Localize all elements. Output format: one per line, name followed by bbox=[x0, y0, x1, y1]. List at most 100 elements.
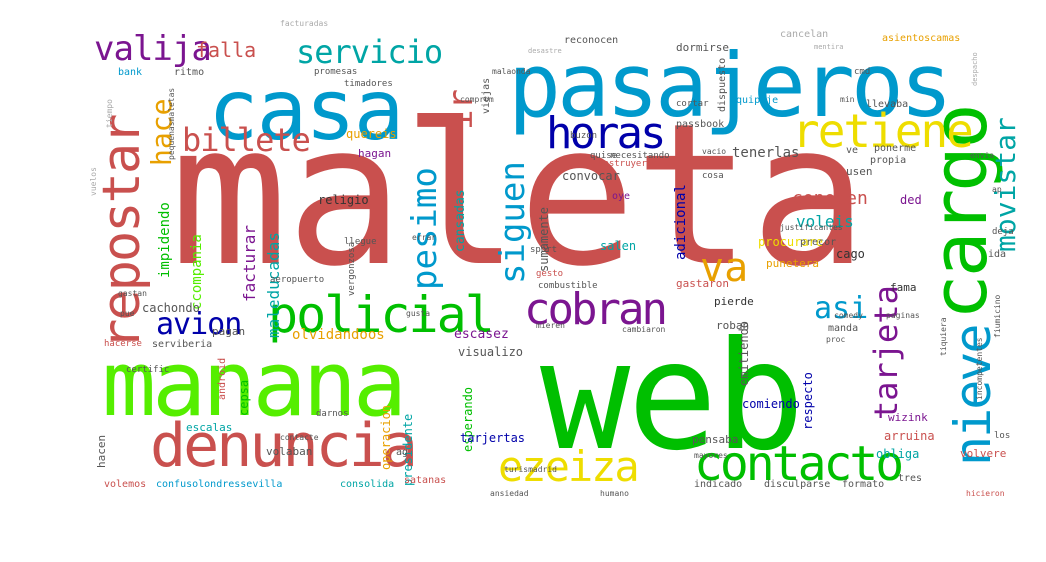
word-hacerse: hacerse bbox=[104, 339, 142, 349]
word-ag: ag bbox=[396, 447, 409, 458]
word-equipaje: equipaje bbox=[730, 95, 779, 106]
word-vuelos: vuelos bbox=[90, 167, 98, 196]
word-denuncia: denuncia bbox=[150, 411, 418, 481]
word-pequenasmaletas: pequenasmaletas bbox=[167, 87, 176, 160]
word-maleta: maleta bbox=[170, 82, 868, 310]
word-llevaba: llevaba bbox=[866, 99, 909, 110]
word-cansadas: cansadas bbox=[453, 189, 468, 252]
word-turismadrid: turismadrid bbox=[504, 465, 557, 474]
word-mentira: mentira bbox=[814, 43, 844, 51]
word-propia: propia bbox=[870, 155, 907, 166]
word-maleducadas: maleducadas bbox=[264, 232, 283, 338]
word-passbook: passbook bbox=[676, 119, 725, 130]
word-asientoscamas: asientoscamas bbox=[882, 33, 961, 44]
word-los: los bbox=[994, 431, 1011, 441]
word-tarjertas: tarjertas bbox=[460, 431, 526, 445]
word-billete: billete bbox=[182, 121, 311, 159]
word-gesto: gesto bbox=[536, 269, 564, 279]
word-hagan: hagan bbox=[358, 147, 392, 160]
word-cepsa: cepsa bbox=[237, 379, 251, 416]
word-paginas: paginas bbox=[886, 311, 920, 320]
word-proc: proc bbox=[826, 335, 846, 344]
word-pesimo: pesimo bbox=[405, 167, 445, 290]
word-incompetentes: incompetentes bbox=[975, 337, 984, 400]
word-pasajeros: pasajeros bbox=[508, 34, 953, 137]
word-volvere: volvere bbox=[960, 447, 1007, 460]
word-salen: salen bbox=[600, 239, 637, 253]
word-tenerlas: tenerlas bbox=[732, 145, 800, 161]
word-promesas: promesas bbox=[314, 67, 358, 77]
word-satanas: satanas bbox=[404, 475, 447, 486]
word-bank: bank bbox=[118, 67, 143, 78]
word-manana: manana bbox=[102, 332, 407, 437]
word-retiene: retiene bbox=[792, 104, 974, 158]
word-asi: asi bbox=[814, 291, 869, 326]
word-vergonzosa: vergonzosa bbox=[347, 241, 357, 296]
word-voleis: voleis bbox=[796, 212, 854, 231]
word-tiempo: tiempo bbox=[105, 99, 114, 128]
word-ap: ap bbox=[992, 185, 1002, 194]
word-roban: roban bbox=[716, 319, 750, 332]
word-formato: formato bbox=[842, 479, 885, 490]
word-vacio: vacio bbox=[702, 147, 727, 156]
word-conocen: conocen bbox=[792, 188, 868, 209]
word-volemos: volemos bbox=[104, 479, 147, 490]
word-android: android bbox=[217, 357, 228, 400]
word-nieve: nieve bbox=[944, 325, 1002, 466]
word-oye: oye bbox=[612, 191, 631, 202]
word-sumamente: sumamente bbox=[537, 206, 551, 272]
word-consolida: consolida bbox=[340, 479, 395, 490]
word-impidendo: impidendo bbox=[157, 202, 173, 278]
word-ve: ve bbox=[846, 145, 859, 156]
word-cmd: cmd bbox=[854, 67, 871, 77]
word-gastaron: gastaron bbox=[676, 277, 729, 290]
word-arruina: arruina bbox=[884, 429, 935, 443]
word-obliga: obliga bbox=[876, 447, 920, 461]
word-olvidandoos: olvidandoos bbox=[292, 327, 385, 343]
word-indicado: indicado bbox=[694, 479, 743, 490]
word-hacen: hacen bbox=[95, 434, 108, 468]
word-pierde: pierde bbox=[714, 295, 754, 308]
word-pagan: pagan bbox=[212, 325, 246, 338]
word-manda: manda bbox=[828, 323, 859, 334]
word-cancelan: cancelan bbox=[780, 29, 829, 40]
word-facturadas: facturadas bbox=[280, 20, 329, 28]
word-reconocen: reconocen bbox=[564, 35, 619, 46]
word-confusolondressevilla: confusolondressevilla bbox=[156, 479, 283, 490]
word-desastre: desastre bbox=[528, 47, 562, 55]
word-casa: casa bbox=[208, 61, 404, 159]
word-religio: religio bbox=[318, 193, 369, 207]
word-contacte: contacte bbox=[280, 433, 319, 442]
word-despacho: despacho bbox=[971, 52, 979, 86]
word-necesitando: necesitando bbox=[610, 151, 670, 161]
word-sport: sport bbox=[530, 245, 558, 255]
word-aeropuerto: aeropuerto bbox=[270, 275, 325, 285]
word-pue: pue bbox=[120, 309, 135, 318]
word-cambiaron: cambiaron bbox=[622, 325, 666, 334]
word-ritmo: ritmo bbox=[174, 67, 205, 78]
word-quise: quise bbox=[590, 151, 618, 161]
word-respecto: respecto bbox=[801, 372, 815, 430]
word-siguen: siguen bbox=[493, 161, 533, 284]
word-min: min bbox=[840, 95, 855, 104]
word-procurare: procurare bbox=[758, 235, 824, 249]
word-wizink: wizink bbox=[888, 411, 928, 424]
word-serviberia: serviberia bbox=[152, 339, 213, 350]
word-envia: envia bbox=[970, 151, 995, 160]
word-justificantes: justificantes bbox=[780, 223, 843, 232]
word-mieren: mieren bbox=[536, 321, 565, 330]
word-facturar: facturar bbox=[240, 224, 259, 302]
word-ansiedad: ansiedad bbox=[490, 489, 529, 498]
word-cosa: cosa bbox=[702, 171, 724, 181]
word-disculparse: disculparse bbox=[764, 479, 831, 490]
word-timadores: timadores bbox=[344, 79, 393, 89]
word-visualizo: visualizo bbox=[458, 345, 524, 359]
word-fama: fama bbox=[890, 281, 917, 294]
word-errar: errar bbox=[412, 233, 437, 242]
word-ccompania: ccompania bbox=[189, 234, 205, 310]
word-llegue: llegue bbox=[344, 237, 377, 247]
word-punetera: punetera bbox=[766, 257, 819, 270]
word-escalas: escalas bbox=[186, 421, 233, 434]
word-convocar: convocar bbox=[562, 169, 620, 183]
word-humano: humano bbox=[600, 489, 629, 498]
